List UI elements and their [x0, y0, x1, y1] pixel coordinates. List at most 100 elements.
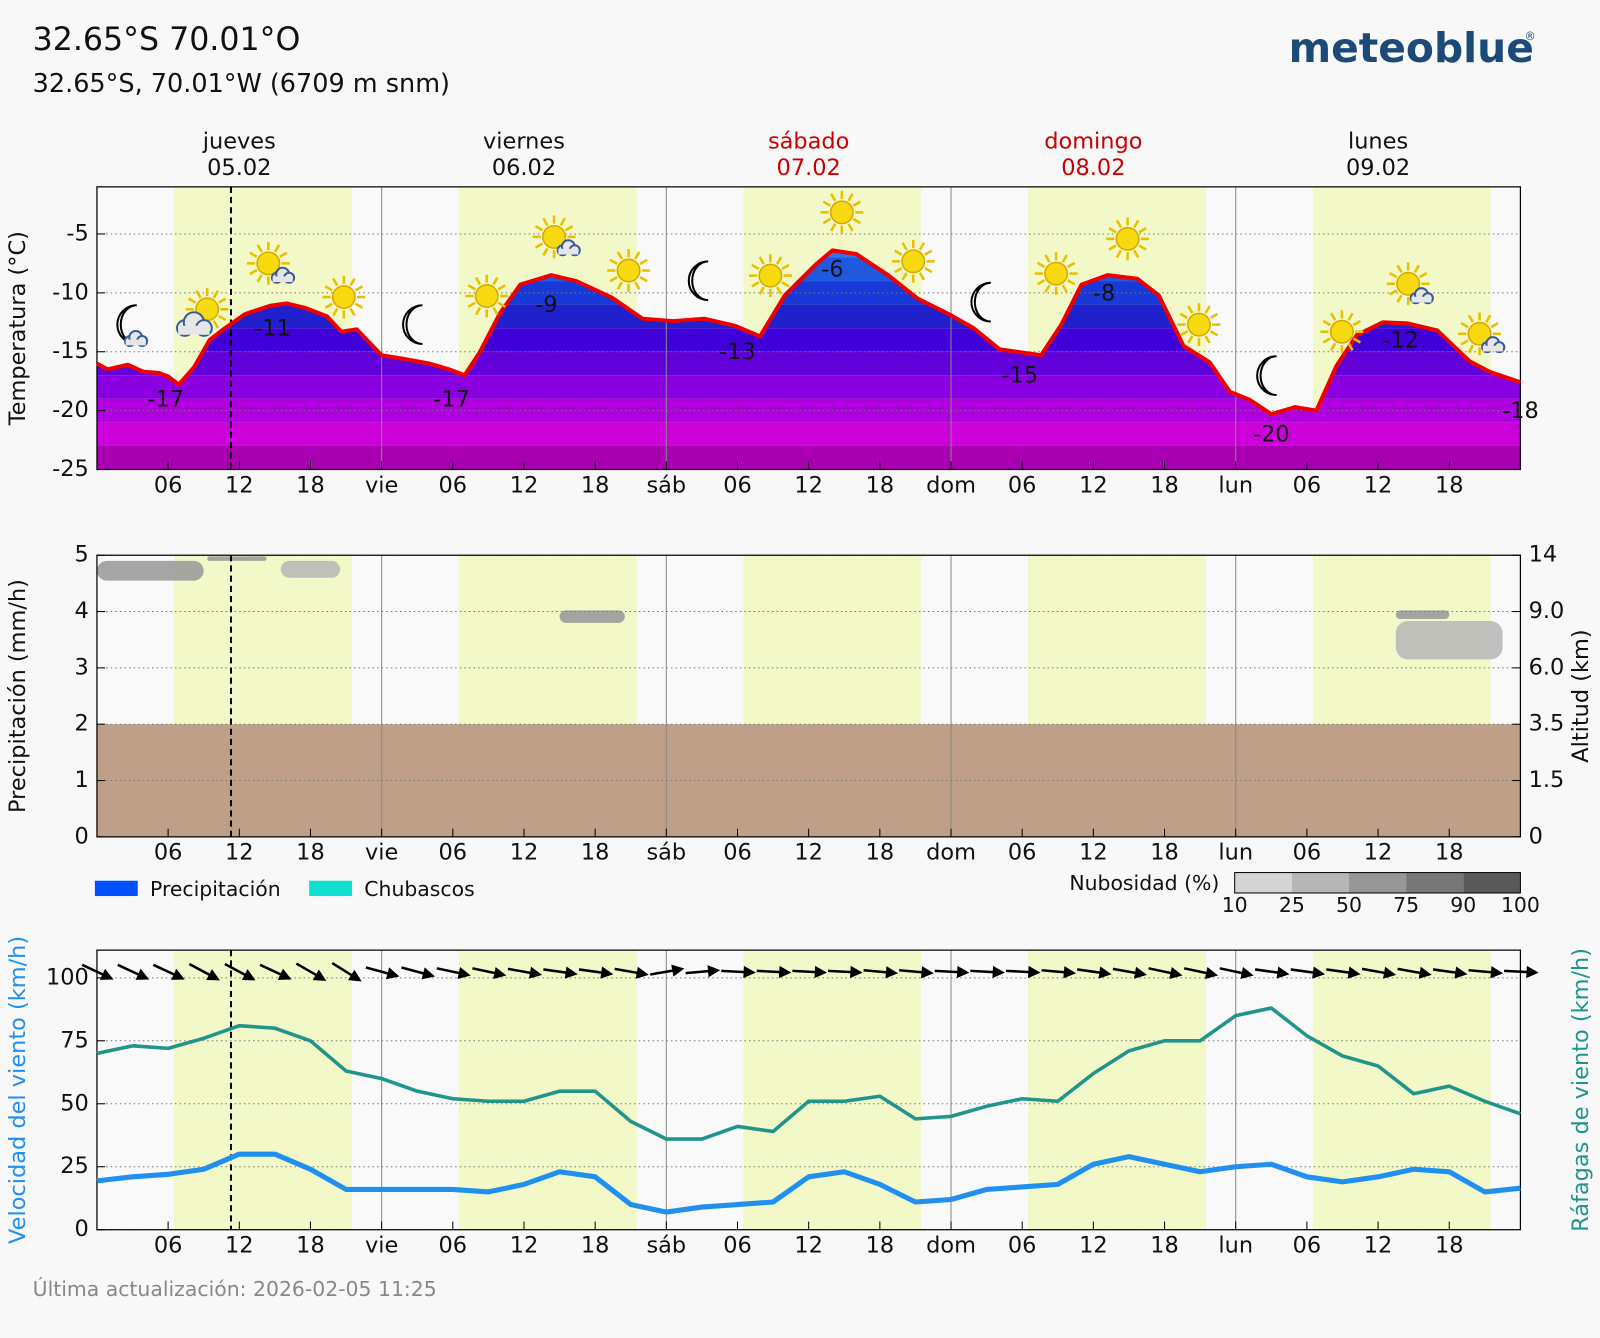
sun-ray: [1330, 342, 1337, 351]
sun-ray: [918, 272, 926, 281]
sun-icon: [1386, 262, 1430, 306]
sun-ray: [249, 251, 258, 258]
sun-ray: [1204, 305, 1211, 314]
sun-ray: [781, 263, 790, 271]
arrow-head: [1347, 966, 1361, 979]
daylight: [1028, 950, 1207, 1230]
extremum-label: -13: [719, 339, 756, 365]
colorbar-swatch: [1348, 872, 1407, 893]
cloud-cover: [1395, 620, 1503, 660]
cloud-base: [558, 248, 579, 255]
sun-ray: [758, 286, 765, 295]
colorbar-tick-label: 90: [1450, 893, 1476, 917]
cloud-cover: [559, 610, 625, 623]
x-tick-label: 06: [1293, 472, 1322, 498]
sun-ray: [1061, 284, 1068, 293]
day-name: sábado: [768, 128, 849, 154]
x-tick-label: 06: [1008, 1233, 1037, 1259]
y-tick-label: 1: [74, 767, 88, 793]
sun-ray: [354, 302, 364, 309]
x-tick-label: sáb: [646, 472, 686, 498]
sun-ray: [822, 200, 831, 207]
wind-arrow: [614, 966, 649, 979]
arrow-head: [1027, 965, 1041, 979]
wind-arrow: [1041, 966, 1077, 979]
sun-ray: [1044, 254, 1051, 263]
y-axis-label: Precipitación (mm/h): [5, 579, 31, 813]
wind-arrow: [1183, 966, 1219, 979]
legend-swatch: [94, 880, 138, 897]
cloud-base: [178, 325, 210, 335]
x-tick-label: lun: [1218, 472, 1253, 498]
sun-disc: [1467, 321, 1492, 346]
colorbar-tick-label: 100: [1501, 893, 1540, 917]
wind-arrow: [792, 965, 828, 979]
sun-disc: [331, 285, 356, 310]
arrow-head: [1240, 966, 1254, 979]
day-date: 09.02: [1346, 155, 1410, 181]
wind-arrow: [331, 961, 362, 982]
sun-icon: [532, 215, 576, 259]
plot-border: [96, 554, 1522, 838]
colorbar-tick-label: 25: [1279, 893, 1305, 917]
sun-ray: [609, 276, 618, 283]
arrow-head: [347, 969, 362, 982]
sun-ray: [918, 242, 926, 251]
sun-disc: [474, 284, 499, 309]
arrow-head: [1454, 966, 1468, 979]
sun-ray: [1036, 261, 1046, 269]
sun-ray: [497, 301, 506, 308]
arrow-head: [1276, 966, 1290, 979]
colorbar-tick-label: 50: [1336, 893, 1362, 917]
sun-disc: [758, 263, 783, 288]
x-tick-label: dom: [926, 840, 976, 866]
x-tick-label: 18: [1150, 472, 1179, 498]
x-tick-label: 18: [296, 840, 325, 866]
arrow-head: [206, 969, 220, 981]
x-tick-label: 18: [866, 472, 895, 498]
moon-icon: [970, 281, 991, 323]
y-tick-label: -5: [66, 220, 88, 246]
wind-arrow: [224, 962, 256, 981]
wind-arrow: [578, 966, 614, 979]
wind-arrow: [1077, 966, 1112, 979]
extremum-label: -12: [1382, 327, 1419, 353]
x-tick-label: 06: [723, 1233, 752, 1259]
sun-ray: [847, 223, 854, 232]
x-tick-label: 18: [1435, 1233, 1464, 1259]
cloud-cover: [207, 556, 267, 561]
temperature-band: [96, 422, 1521, 446]
daylight: [174, 950, 352, 1230]
extremum-label: -17: [147, 386, 184, 412]
arrow-head: [277, 968, 292, 980]
y-tick-label: 50: [60, 1090, 89, 1116]
x-tick-label: 12: [1079, 840, 1108, 866]
arrow-head: [1490, 966, 1504, 979]
y-tick-label: 5: [74, 542, 88, 568]
sun-ray: [1209, 330, 1219, 337]
day-name: domingo: [1044, 128, 1142, 154]
x-tick-label: 18: [866, 1233, 895, 1259]
sun-ray: [324, 285, 334, 292]
x-tick-label: 18: [1150, 840, 1179, 866]
sun-ray: [564, 225, 574, 232]
cloud-icon: [270, 266, 296, 284]
sun-ray: [474, 276, 482, 286]
sun-disc: [616, 258, 641, 283]
x-tick-label: sáb: [646, 840, 686, 866]
extremum-label: -20: [1253, 422, 1290, 448]
cloud-cover: [96, 560, 204, 581]
day-name: lunes: [1348, 128, 1408, 154]
legend-swatch: [309, 880, 353, 897]
sun-ray: [901, 272, 908, 281]
y-tick-label: 3: [74, 654, 88, 680]
wind-arrow: [1290, 966, 1326, 979]
arrow-head: [1312, 966, 1326, 979]
y2-axis-label: Altitud (km): [1568, 629, 1594, 762]
arrow-head: [457, 966, 471, 979]
y-tick-label: 75: [60, 1027, 89, 1053]
x-tick-label: 06: [439, 1233, 468, 1259]
wind-arrow: [472, 966, 507, 979]
footer: Última actualización: 2026-02-05 11:25: [33, 1276, 437, 1301]
wind-arrow: [1219, 966, 1254, 979]
